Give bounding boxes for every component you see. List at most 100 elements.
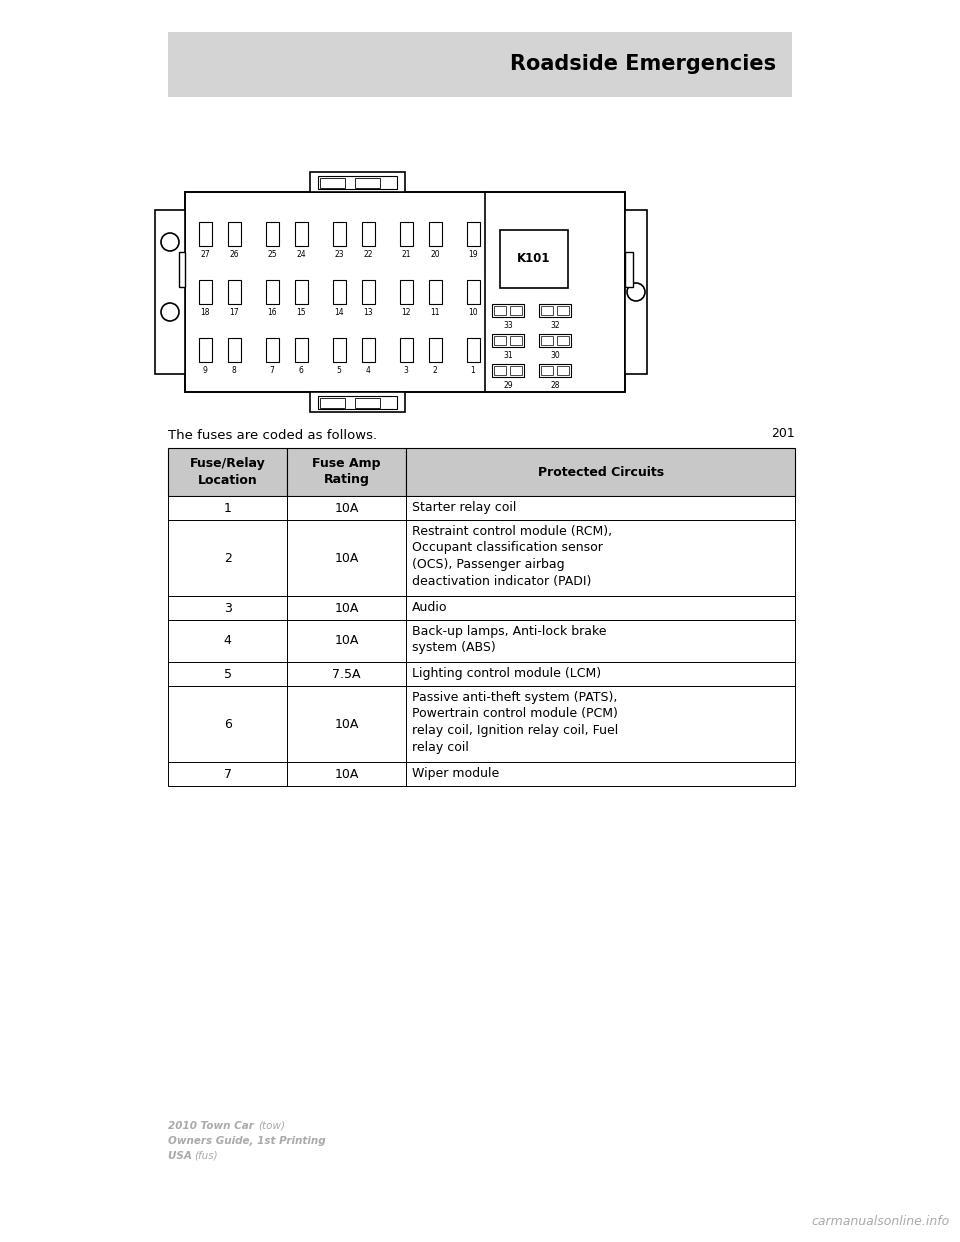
Bar xyxy=(320,178,345,188)
Bar xyxy=(287,686,406,763)
Text: 17: 17 xyxy=(229,308,239,317)
Circle shape xyxy=(161,233,179,251)
Bar xyxy=(541,335,553,344)
Bar xyxy=(510,365,522,375)
Text: 23: 23 xyxy=(334,250,344,260)
Bar xyxy=(287,662,406,686)
Text: 13: 13 xyxy=(363,308,372,317)
Text: 6: 6 xyxy=(299,366,303,375)
Bar xyxy=(168,596,287,620)
Bar xyxy=(510,306,522,314)
Text: 4: 4 xyxy=(224,635,231,647)
Text: 31: 31 xyxy=(503,350,513,359)
Text: 3: 3 xyxy=(224,601,231,615)
Text: 21: 21 xyxy=(401,250,411,260)
Bar xyxy=(287,596,406,620)
Bar xyxy=(399,222,413,246)
Text: 11: 11 xyxy=(430,308,440,317)
Bar xyxy=(362,222,374,246)
Text: 4: 4 xyxy=(366,366,371,375)
Bar xyxy=(199,338,211,361)
Bar xyxy=(406,662,795,686)
Bar xyxy=(168,448,287,496)
Text: Fuse Amp
Rating: Fuse Amp Rating xyxy=(312,457,381,487)
Bar xyxy=(406,686,795,763)
Bar xyxy=(539,364,571,376)
Bar xyxy=(318,176,397,189)
Text: 9: 9 xyxy=(203,366,207,375)
Text: Roadside Emergencies: Roadside Emergencies xyxy=(510,55,776,75)
Text: 6: 6 xyxy=(224,718,231,730)
Bar xyxy=(266,222,278,246)
Bar xyxy=(295,338,307,361)
Bar xyxy=(541,365,553,375)
Text: 27: 27 xyxy=(201,250,210,260)
Bar xyxy=(406,520,795,596)
Circle shape xyxy=(161,303,179,320)
Bar xyxy=(625,252,633,287)
Bar xyxy=(625,210,647,374)
Bar xyxy=(406,448,795,496)
Text: 1: 1 xyxy=(470,366,475,375)
Bar xyxy=(428,279,442,304)
Text: 10A: 10A xyxy=(334,502,359,514)
Bar xyxy=(557,306,569,314)
Text: 10A: 10A xyxy=(334,635,359,647)
Text: 2: 2 xyxy=(433,366,438,375)
Bar xyxy=(399,338,413,361)
Bar xyxy=(287,620,406,662)
Bar xyxy=(332,338,346,361)
Circle shape xyxy=(627,283,645,301)
Bar xyxy=(168,620,287,662)
Bar xyxy=(199,279,211,304)
Text: Back-up lamps, Anti-lock brake
system (ABS): Back-up lamps, Anti-lock brake system (A… xyxy=(412,625,607,655)
Bar xyxy=(266,279,278,304)
Text: 14: 14 xyxy=(334,308,344,317)
Text: 10A: 10A xyxy=(334,551,359,565)
Bar xyxy=(228,222,241,246)
Text: The fuses are coded as follows.: The fuses are coded as follows. xyxy=(168,428,377,442)
Bar xyxy=(168,32,792,97)
Text: Wiper module: Wiper module xyxy=(412,768,499,780)
Bar xyxy=(557,335,569,344)
Bar xyxy=(541,306,553,314)
Bar xyxy=(228,338,241,361)
Text: Passive anti-theft system (PATS),
Powertrain control module (PCM)
relay coil, Ig: Passive anti-theft system (PATS), Powert… xyxy=(412,691,618,754)
Bar xyxy=(494,306,506,314)
Text: 10A: 10A xyxy=(334,718,359,730)
Bar xyxy=(362,338,374,361)
Bar xyxy=(185,193,625,392)
Text: USA: USA xyxy=(168,1151,196,1161)
Text: 29: 29 xyxy=(503,380,513,390)
Bar xyxy=(492,334,524,347)
Text: 1: 1 xyxy=(224,502,231,514)
Bar xyxy=(494,335,506,344)
Bar xyxy=(494,365,506,375)
Bar xyxy=(318,396,397,409)
Text: 19: 19 xyxy=(468,250,478,260)
Bar xyxy=(199,222,211,246)
Bar xyxy=(287,448,406,496)
Text: 8: 8 xyxy=(231,366,236,375)
Text: 7: 7 xyxy=(270,366,275,375)
Text: 26: 26 xyxy=(229,250,239,260)
Text: 5: 5 xyxy=(224,667,231,681)
Bar xyxy=(467,338,479,361)
Text: 22: 22 xyxy=(363,250,372,260)
Bar xyxy=(266,338,278,361)
Bar xyxy=(406,496,795,520)
Text: 25: 25 xyxy=(267,250,276,260)
Bar xyxy=(287,496,406,520)
Bar xyxy=(539,334,571,347)
Text: 2010 Town Car: 2010 Town Car xyxy=(168,1122,257,1131)
Bar xyxy=(155,210,185,374)
Bar xyxy=(510,335,522,344)
Text: 15: 15 xyxy=(297,308,306,317)
Bar xyxy=(406,763,795,786)
Text: Fuse/Relay
Location: Fuse/Relay Location xyxy=(190,457,265,487)
Bar xyxy=(467,279,479,304)
Text: Lighting control module (LCM): Lighting control module (LCM) xyxy=(412,667,601,681)
Bar xyxy=(332,279,346,304)
Bar xyxy=(428,338,442,361)
Text: (fus): (fus) xyxy=(194,1151,218,1161)
